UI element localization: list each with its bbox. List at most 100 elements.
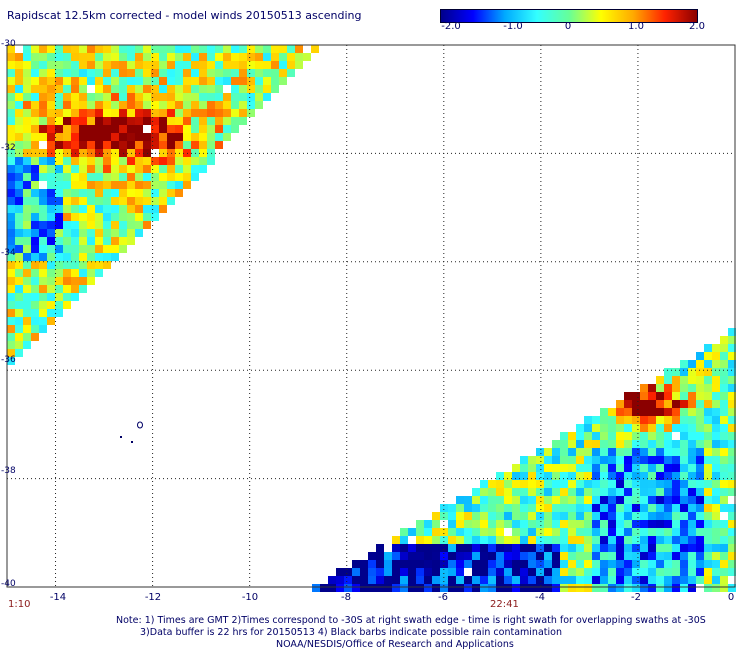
wind-cell <box>648 472 656 480</box>
wind-cell <box>127 165 135 173</box>
wind-cell <box>560 568 568 576</box>
wind-cell <box>456 544 464 552</box>
wind-cell <box>143 101 151 109</box>
wind-cell <box>528 552 536 560</box>
wind-cell <box>15 197 23 205</box>
wind-cell <box>712 400 720 408</box>
wind-cell <box>728 368 736 376</box>
wind-cell <box>215 133 223 141</box>
wind-cell <box>656 464 664 472</box>
wind-cell <box>111 189 119 197</box>
wind-cell <box>480 536 488 544</box>
wind-cell <box>656 432 664 440</box>
wind-cell <box>496 552 504 560</box>
wind-cell <box>656 400 664 408</box>
wind-cell <box>191 85 199 93</box>
wind-cell <box>584 480 592 488</box>
wind-cell <box>560 480 568 488</box>
wind-cell <box>528 480 536 488</box>
wind-cell <box>15 301 23 309</box>
wind-cell <box>111 165 119 173</box>
wind-cell <box>424 584 432 592</box>
wind-cell <box>504 496 512 504</box>
wind-cell <box>71 45 79 53</box>
wind-cell <box>31 117 39 125</box>
wind-cell <box>424 568 432 576</box>
wind-cell <box>15 261 23 269</box>
wind-cell <box>544 544 552 552</box>
wind-cell <box>7 197 15 205</box>
wind-cell <box>656 576 664 584</box>
wind-cell <box>175 141 183 149</box>
wind-cell <box>536 456 544 464</box>
wind-cell <box>448 544 456 552</box>
wind-cell <box>247 93 255 101</box>
wind-cell <box>167 85 175 93</box>
wind-cell <box>31 93 39 101</box>
wind-cell <box>472 496 480 504</box>
wind-cell <box>584 496 592 504</box>
wind-cell <box>520 584 528 592</box>
wind-cell <box>23 325 31 333</box>
wind-cell <box>448 560 456 568</box>
wind-cell <box>239 45 247 53</box>
wind-cell <box>576 528 584 536</box>
wind-cell <box>592 576 600 584</box>
wind-cell <box>63 69 71 77</box>
wind-cell <box>23 269 31 277</box>
wind-cell <box>159 133 167 141</box>
wind-cell <box>688 392 696 400</box>
wind-cell <box>504 560 512 568</box>
wind-cell <box>7 85 15 93</box>
wind-cell <box>672 496 680 504</box>
wind-cell <box>15 237 23 245</box>
wind-cell <box>616 520 624 528</box>
wind-cell <box>167 69 175 77</box>
wind-cell <box>608 560 616 568</box>
wind-cell <box>552 536 560 544</box>
wind-cell <box>472 488 480 496</box>
wind-cell <box>7 349 15 357</box>
wind-cell <box>704 352 712 360</box>
wind-cell <box>159 125 167 133</box>
wind-cell <box>720 392 728 400</box>
wind-cell <box>448 528 456 536</box>
wind-cell <box>680 480 688 488</box>
wind-cell <box>255 45 263 53</box>
wind-cell <box>376 576 384 584</box>
wind-cell <box>191 157 199 165</box>
wind-cell <box>672 440 680 448</box>
wind-cell <box>47 125 55 133</box>
wind-cell <box>536 568 544 576</box>
wind-cell <box>464 528 472 536</box>
wind-cell <box>560 560 568 568</box>
wind-cell <box>23 205 31 213</box>
wind-cell <box>448 520 456 528</box>
wind-cell <box>103 205 111 213</box>
wind-cell <box>31 325 39 333</box>
wind-cell <box>103 45 111 53</box>
wind-cell <box>15 117 23 125</box>
wind-cell <box>648 568 656 576</box>
wind-cell <box>231 69 239 77</box>
wind-cell <box>712 544 720 552</box>
wind-cell <box>47 141 55 149</box>
wind-cell <box>448 536 456 544</box>
wind-cell <box>624 496 632 504</box>
wind-cell <box>159 53 167 61</box>
wind-cell <box>23 245 31 253</box>
wind-cell <box>616 504 624 512</box>
x-tick-label: -10 <box>241 592 259 603</box>
wind-cell <box>400 584 408 592</box>
wind-cell <box>712 456 720 464</box>
wind-cell <box>632 504 640 512</box>
wind-cell <box>191 133 199 141</box>
wind-cell <box>231 125 239 133</box>
wind-cell <box>71 109 79 117</box>
wind-cell <box>151 61 159 69</box>
wind-cell <box>231 61 239 69</box>
wind-cell <box>151 173 159 181</box>
wind-cell <box>640 456 648 464</box>
wind-cell <box>672 472 680 480</box>
wind-cell <box>47 165 55 173</box>
